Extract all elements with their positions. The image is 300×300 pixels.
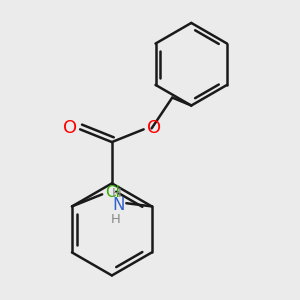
- Text: H: H: [112, 187, 122, 200]
- Text: H: H: [110, 213, 120, 226]
- Text: Cl: Cl: [105, 184, 120, 200]
- Text: O: O: [147, 119, 161, 137]
- Text: O: O: [63, 119, 77, 137]
- Text: N: N: [112, 196, 125, 214]
